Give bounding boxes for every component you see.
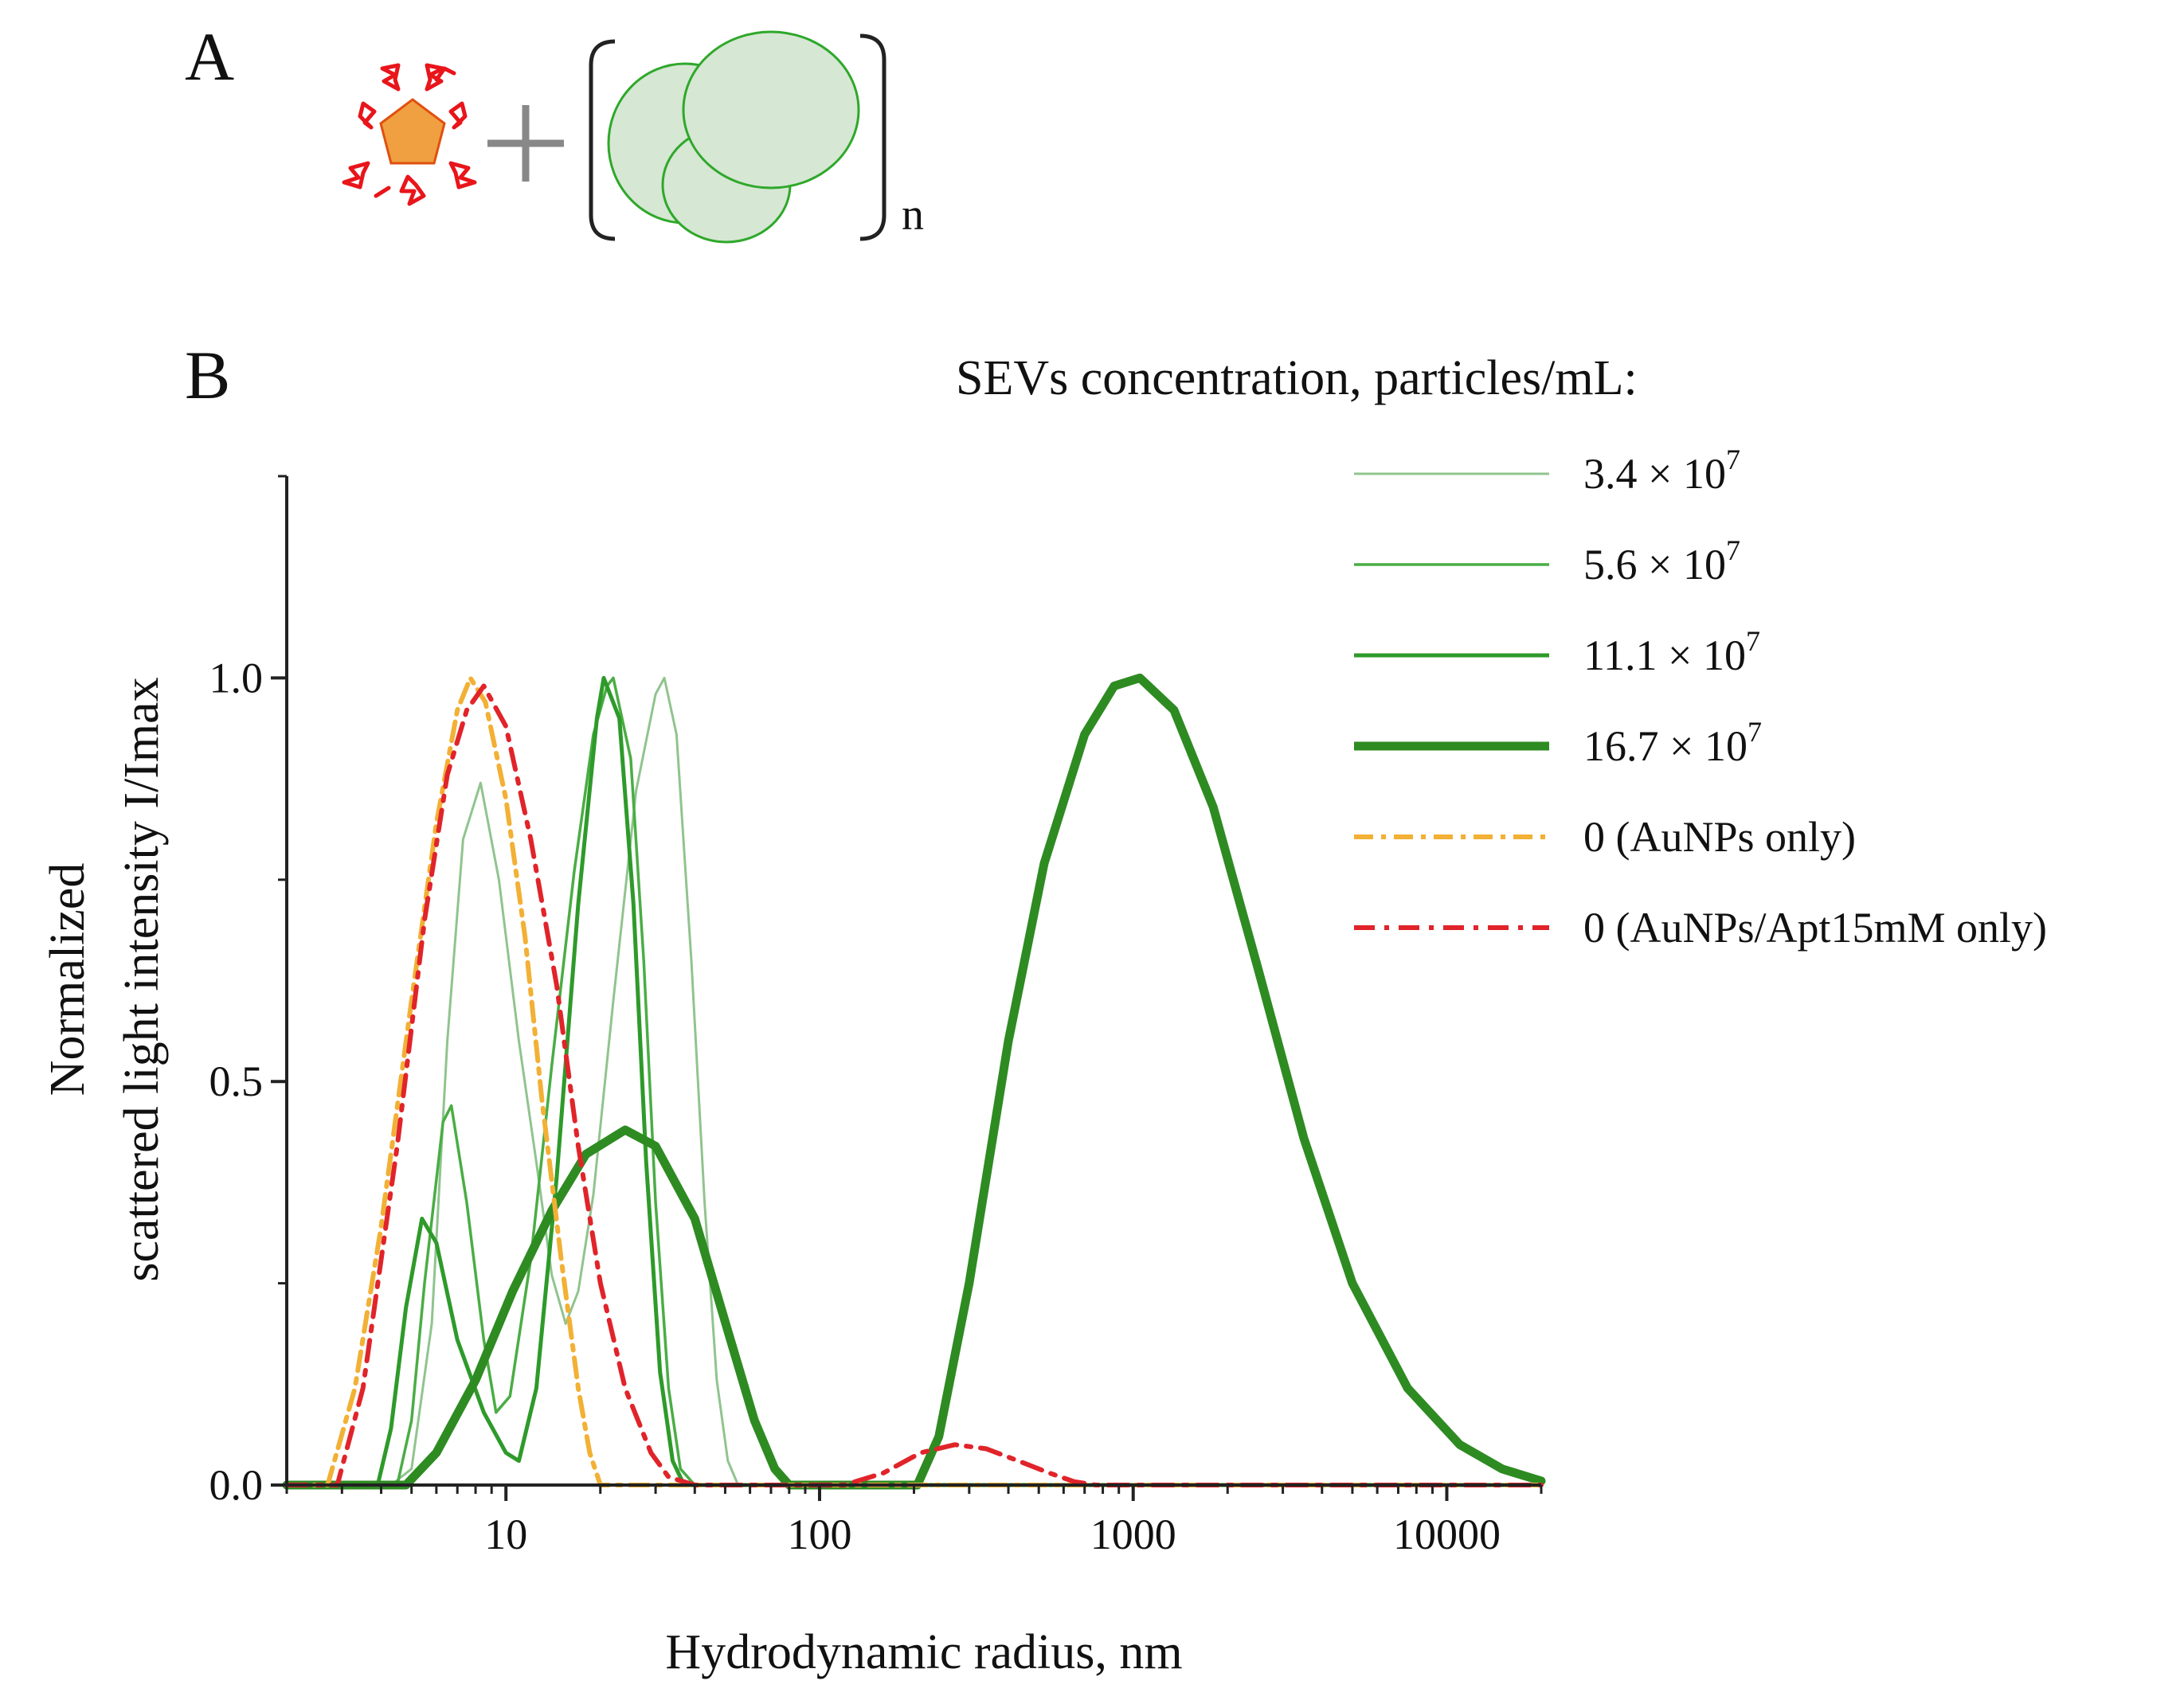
- series-line-2: [285, 676, 1543, 1487]
- legend-item-2: 5.6 × 107: [1354, 534, 1740, 588]
- y-tick-label: 0.0: [209, 1461, 264, 1509]
- series-line-4: [282, 673, 1546, 1490]
- legend-label: 3.4 × 107: [1583, 444, 1740, 498]
- aunp-aptamer-icon: [342, 63, 477, 206]
- panel-b-label: B: [185, 337, 230, 413]
- x-tick-label: 1000: [1090, 1511, 1176, 1558]
- y-axis-title-line2: scattered light intensity I/Imax: [115, 677, 169, 1281]
- series-line-1: [285, 676, 1543, 1487]
- legend-label: 0 (AuNPs only): [1583, 813, 1856, 861]
- legend-label: 11.1 × 107: [1583, 625, 1760, 679]
- legend-label: 5.6 × 107: [1583, 534, 1740, 588]
- legend-label: 16.7 × 107: [1583, 716, 1762, 770]
- legend-item-6: 0 (AuNPs/Apt15mM only): [1354, 904, 2047, 952]
- x-tick-label: 10: [484, 1511, 527, 1558]
- plot-area: 10 100 1000 10000 0.0 0.5 1.0: [209, 475, 1546, 1558]
- y-axis-title-line1: Normalized: [41, 863, 95, 1096]
- legend-item-1: 3.4 × 107: [1354, 444, 1740, 498]
- series-line-3: [284, 675, 1544, 1487]
- y-tick-label: 1.0: [209, 654, 264, 702]
- legend-item-3: 11.1 × 107: [1354, 625, 1760, 679]
- legend-title: SEVs concentration, particles/mL:: [956, 351, 1638, 405]
- x-tick-label: 10000: [1393, 1511, 1501, 1558]
- series-layer: [282, 673, 1546, 1490]
- legend: 3.4 × 107 5.6 × 107 11.1 × 107 16.7 × 107 0 …: [1354, 444, 2047, 952]
- panel-a-label: A: [185, 18, 234, 95]
- legend-item-4: 16.7 × 107: [1354, 716, 1762, 770]
- series-line-6: [284, 683, 1544, 1487]
- legend-label: 0 (AuNPs/Apt15mM only): [1583, 904, 2047, 952]
- x-tick-label: 100: [787, 1511, 851, 1558]
- series-line-5: [284, 675, 1544, 1487]
- y-tick-label: 0.5: [209, 1057, 264, 1105]
- plus-sign: [487, 105, 564, 182]
- axes-layer: 10 100 1000 10000 0.0 0.5 1.0: [209, 475, 1543, 1558]
- subscript-n: n: [902, 190, 924, 240]
- sevs-cluster-icon: n: [589, 30, 924, 244]
- legend-item-5: 0 (AuNPs only): [1354, 813, 1856, 861]
- x-axis-title: Hydrodynamic radius, nm: [665, 1625, 1182, 1679]
